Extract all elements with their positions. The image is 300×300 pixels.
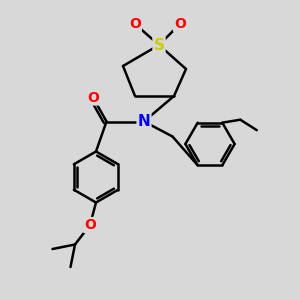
Text: O: O [84,218,96,232]
Text: O: O [87,91,99,104]
Text: N: N [138,114,150,129]
Text: S: S [154,38,164,52]
Text: O: O [129,17,141,31]
Text: O: O [174,17,186,31]
